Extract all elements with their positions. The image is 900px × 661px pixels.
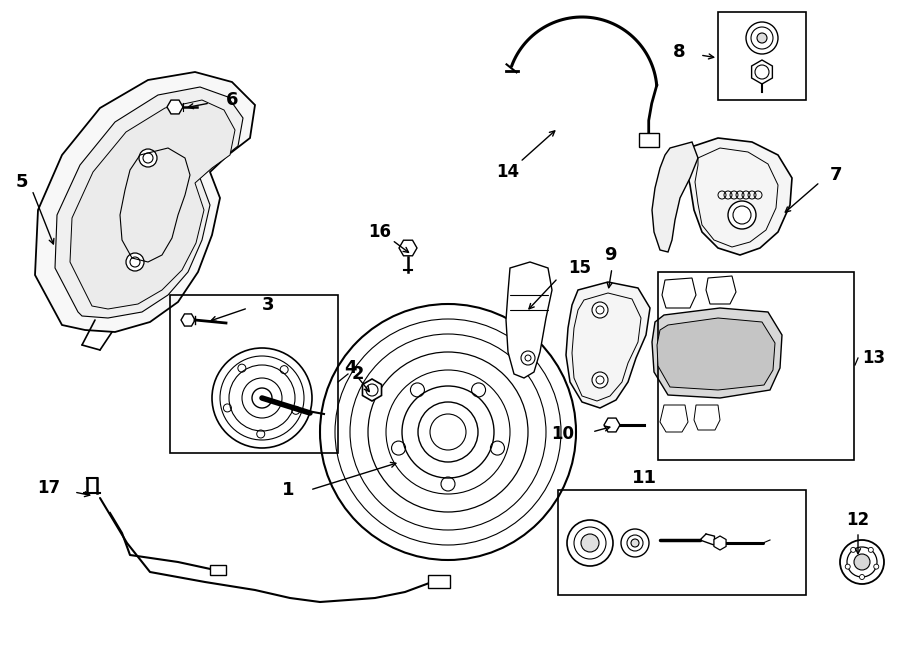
Circle shape	[874, 564, 878, 569]
Circle shape	[631, 539, 639, 547]
Text: 9: 9	[604, 246, 617, 264]
Circle shape	[592, 372, 608, 388]
Polygon shape	[662, 278, 696, 308]
Polygon shape	[181, 314, 195, 326]
Circle shape	[757, 33, 767, 43]
Text: 1: 1	[282, 481, 294, 499]
Circle shape	[840, 540, 884, 584]
Polygon shape	[685, 138, 792, 255]
Circle shape	[678, 351, 692, 365]
Circle shape	[854, 554, 870, 570]
Circle shape	[746, 22, 778, 54]
Circle shape	[743, 348, 757, 362]
Polygon shape	[70, 100, 235, 309]
Text: 4: 4	[344, 359, 356, 377]
Circle shape	[567, 520, 613, 566]
Text: 10: 10	[551, 425, 574, 443]
Polygon shape	[399, 240, 417, 256]
Polygon shape	[363, 379, 382, 401]
Polygon shape	[660, 405, 688, 432]
Polygon shape	[35, 72, 255, 332]
Polygon shape	[714, 536, 726, 550]
Text: 3: 3	[262, 296, 274, 314]
Bar	[170, 295, 338, 453]
Circle shape	[728, 201, 756, 229]
Polygon shape	[652, 308, 782, 398]
Circle shape	[850, 547, 856, 553]
Circle shape	[581, 534, 599, 552]
Bar	[718, 12, 806, 100]
Text: 5: 5	[16, 173, 28, 191]
Polygon shape	[652, 142, 698, 252]
Polygon shape	[657, 318, 775, 390]
Text: 8: 8	[673, 43, 686, 61]
Text: 6: 6	[226, 91, 239, 109]
Bar	[639, 134, 659, 147]
Polygon shape	[604, 418, 620, 432]
Polygon shape	[752, 60, 772, 84]
Text: 13: 13	[862, 349, 885, 367]
Text: 11: 11	[632, 469, 656, 487]
Circle shape	[126, 253, 144, 271]
Text: 15: 15	[568, 259, 591, 277]
Polygon shape	[694, 405, 720, 430]
Bar	[428, 575, 450, 588]
Circle shape	[621, 529, 649, 557]
Bar	[558, 490, 806, 595]
Circle shape	[521, 351, 535, 365]
Text: 14: 14	[497, 163, 519, 181]
Circle shape	[592, 302, 608, 318]
Circle shape	[868, 547, 873, 553]
Polygon shape	[167, 100, 183, 114]
Polygon shape	[55, 87, 243, 318]
Text: 17: 17	[37, 479, 60, 497]
Polygon shape	[706, 276, 736, 304]
Polygon shape	[506, 262, 552, 378]
Text: 2: 2	[352, 365, 365, 383]
Circle shape	[252, 388, 272, 408]
Polygon shape	[566, 282, 650, 408]
Bar	[658, 272, 854, 460]
Circle shape	[845, 564, 850, 569]
Circle shape	[139, 149, 157, 167]
Circle shape	[860, 574, 865, 580]
Bar	[210, 565, 226, 575]
Text: 16: 16	[368, 223, 392, 241]
Text: 12: 12	[846, 511, 869, 529]
Text: 7: 7	[830, 166, 842, 184]
